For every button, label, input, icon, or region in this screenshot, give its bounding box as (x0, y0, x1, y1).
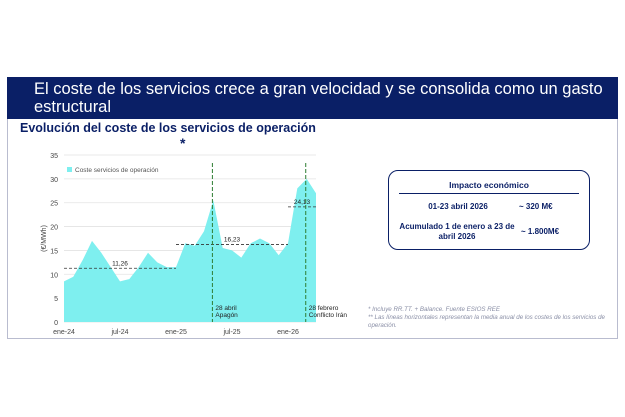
chart-title-asterisk: * (180, 135, 186, 151)
impact-row-value: ~ 1.800M€ (521, 227, 560, 236)
y-tick-label: 0 (54, 320, 58, 327)
y-tick-label: 35 (50, 153, 58, 160)
annual-average-label: 24,13 (294, 199, 311, 206)
slide-title: El coste de los servicios crece a gran v… (34, 80, 603, 116)
event-label: 28 abril (215, 305, 237, 312)
chart-title: Evolución del coste de los servicios de … (20, 121, 316, 135)
legend-label: Coste servicios de operación (75, 167, 159, 174)
event-label: 28 febrero (309, 305, 339, 312)
x-tick-label: ene-25 (165, 329, 187, 336)
y-tick-label: 25 (50, 201, 58, 208)
legend-swatch (67, 167, 72, 172)
y-tick-label: 15 (50, 248, 58, 255)
event-label: Apagón (215, 312, 238, 319)
footnote: * Incluye RR.TT. + Balance. Fuente ESIOS… (368, 306, 501, 313)
event-label: Conflicto Irán (309, 312, 348, 319)
x-tick-label: jul-24 (110, 329, 128, 336)
y-tick-label: 5 (54, 296, 58, 303)
impact-row-label: 01-23 abril 2026 (428, 202, 488, 211)
y-tick-label: 20 (50, 225, 58, 232)
impact-title: Impacto económico (449, 180, 529, 190)
annual-average-label: 16,23 (224, 237, 241, 244)
impact-divider (399, 193, 579, 194)
footnote: ** Las líneas horizontales representan l… (368, 314, 605, 329)
series-area (64, 178, 316, 322)
impact-row-label: Acumulado 1 de enero a 23 de abril 2026 (399, 222, 515, 241)
x-tick-label: ene-24 (53, 329, 75, 336)
y-axis-label: (€/MWh) (41, 225, 48, 252)
impact-row-value: ~ 320 M€ (519, 202, 553, 211)
impact-box: Impacto económico 01-23 abril 2026 ~ 320… (388, 170, 590, 250)
annual-average-label: 11,26 (112, 260, 128, 267)
x-tick-label: ene-26 (277, 329, 299, 336)
title-banner (7, 77, 618, 119)
y-tick-label: 10 (50, 272, 58, 279)
x-tick-label: jul-25 (222, 329, 240, 336)
y-tick-label: 30 (50, 177, 58, 184)
footnotes: * Incluye RR.TT. + Balance. Fuente ESIOS… (368, 306, 618, 330)
